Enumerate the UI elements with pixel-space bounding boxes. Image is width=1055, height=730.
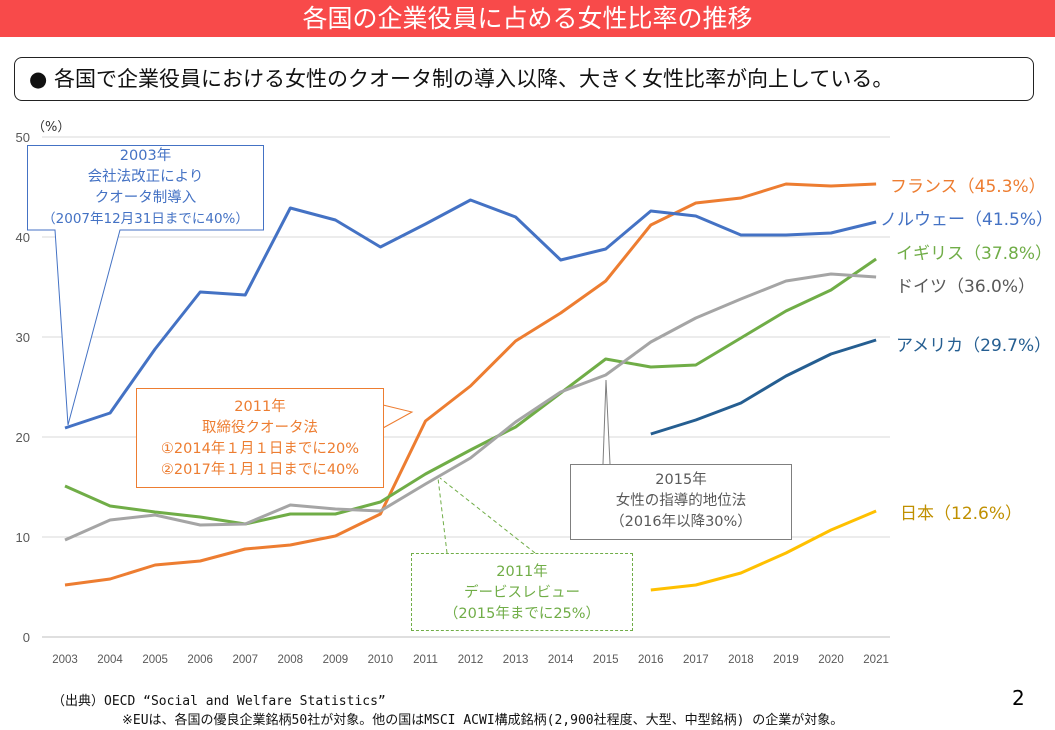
series-line-アメリカ: [650, 338, 877, 436]
y-tick-label: 40: [16, 230, 30, 245]
uk-callout-pointer: [439, 477, 536, 554]
page-number: 2: [1012, 686, 1025, 710]
uk-callout-pointer: [437, 477, 448, 554]
x-tick-label: 2015: [593, 654, 619, 666]
x-tick-label: 2021: [863, 654, 889, 666]
y-tick-label: 50: [16, 130, 30, 145]
x-tick-label: 2014: [548, 654, 574, 666]
series-label-france: フランス（45.3%）: [890, 177, 1046, 197]
annotation-line: ①2014年１月１日までに20%: [160, 441, 360, 457]
series-line-イギリス: [64, 257, 877, 526]
annotation-line: ②2017年１月１日までに40%: [160, 462, 360, 478]
germany-callout-pointer: [602, 379, 611, 465]
annotation-line: 会社法改正により: [87, 169, 204, 185]
annotation-line: 取締役クオータ法: [202, 420, 318, 436]
series-line-日本: [650, 509, 877, 592]
annotation-line: 2011年: [496, 564, 548, 580]
series-line-ドイツ: [64, 272, 877, 542]
series-label-usa: アメリカ（29.7%）: [896, 336, 1052, 356]
x-tick-label: 2017: [683, 654, 709, 666]
x-tick-label: 2006: [187, 654, 213, 666]
annotation-line: （2016年以降30%）: [610, 514, 752, 530]
germany-annotation: 2015年 女性の指導的地位法 （2016年以降30%）: [570, 464, 792, 540]
annotation-line: クオータ制導入: [94, 190, 197, 206]
france-annotation: 2011年 取締役クオータ法 ①2014年１月１日までに20% ②2017年１月…: [136, 388, 384, 488]
x-tick-label: 2013: [503, 654, 529, 666]
x-tick-label: 2012: [458, 654, 484, 666]
annotation-line: （2007年12月31日までに40%）: [42, 211, 249, 227]
annotation-line: 2011年: [234, 399, 286, 415]
norway-annotation: 2003年 会社法改正により クオータ制導入 （2007年12月31日までに40…: [27, 145, 264, 230]
x-tick-label: 2018: [728, 654, 754, 666]
x-tick-label: 2019: [773, 654, 799, 666]
x-tick-label: 2009: [323, 654, 349, 666]
series-label-uk: イギリス（37.8%）: [896, 244, 1053, 264]
annotation-line: デービスレビュー: [464, 585, 580, 601]
series-label-norway: ノルウェー（41.5%）: [880, 210, 1054, 230]
x-tick-label: 2016: [638, 654, 664, 666]
series-line-フランス: [64, 182, 877, 587]
x-tick-label: 2005: [142, 654, 168, 666]
x-tick-label: 2007: [232, 654, 258, 666]
x-tick-label: 2020: [818, 654, 844, 666]
y-tick-label: 30: [16, 330, 30, 345]
footnote: ※EUは、各国の優良企業銘柄50社が対象。他の国はMSCI ACWI構成銘柄(2…: [122, 713, 844, 728]
x-tick-label: 2010: [368, 654, 394, 666]
x-tick-label: 2004: [97, 654, 123, 666]
norway-callout-pointer: [27, 229, 264, 426]
y-tick-label: 20: [16, 430, 30, 445]
x-tick-label: 2008: [278, 654, 304, 666]
slide-title: 各国の企業役員に占める女性比率の推移: [0, 0, 1055, 37]
annotation-line: 2015年: [655, 472, 707, 488]
annotation-line: 2003年: [119, 148, 172, 164]
y-axis-unit: （%）: [32, 120, 71, 135]
source-note: （出典）OECD “Social and Welfare Statistics”: [52, 694, 386, 709]
annotation-line: （2015年までに25%）: [443, 606, 601, 622]
france-callout-pointer: [382, 404, 414, 429]
summary-box: ● 各国で企業役員における女性のクオータ制の導入以降、大きく女性比率が向上してい…: [14, 57, 1034, 101]
annotation-line: 女性の指導的地位法: [615, 493, 747, 509]
summary-text: 各国で企業役員における女性のクオータ制の導入以降、大きく女性比率が向上している。: [54, 67, 894, 91]
y-tick-label: 10: [16, 530, 30, 545]
series-label-germany: ドイツ（36.0%）: [896, 277, 1036, 297]
y-tick-label: 0: [23, 630, 30, 645]
x-tick-label: 2003: [52, 654, 78, 666]
x-tick-label: 2011: [413, 654, 438, 666]
uk-annotation: 2011年 デービスレビュー （2015年までに25%）: [411, 553, 633, 631]
series-label-japan: 日本（12.6%）: [900, 504, 1023, 524]
bullet: ●: [29, 67, 48, 91]
series-line-ノルウェー: [64, 198, 877, 430]
